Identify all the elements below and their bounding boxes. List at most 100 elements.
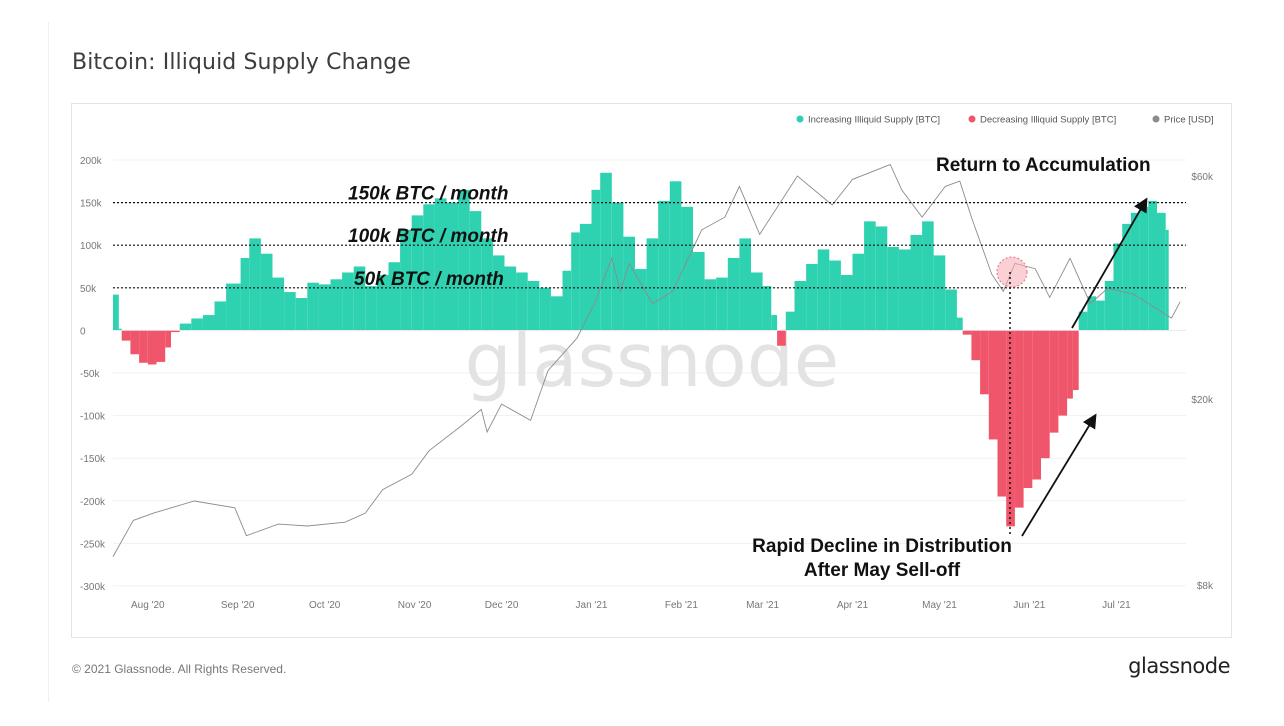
- increasing-bar: [1148, 200, 1157, 331]
- legend-label: Price [USD]: [1164, 115, 1214, 126]
- decreasing-bar: [962, 330, 972, 335]
- increasing-bar: [1165, 229, 1169, 331]
- increasing-bar: [504, 266, 517, 331]
- decreasing-bar: [139, 330, 148, 363]
- legend-label: Decreasing Illiquid Supply [BTC]: [980, 115, 1116, 126]
- increasing-bar: [113, 294, 119, 331]
- increasing-bar: [1096, 300, 1105, 331]
- increasing-bar: [562, 270, 572, 331]
- x-tick-label: Jul '21: [1102, 600, 1131, 611]
- increasing-bar: [191, 318, 203, 331]
- decreasing-bar: [1058, 330, 1068, 416]
- distribution-arrow: [1021, 413, 1097, 537]
- increasing-bar: [669, 181, 682, 331]
- increasing-bar: [342, 272, 354, 331]
- increasing-bar: [458, 189, 470, 331]
- reference-label: 50k BTC / month: [354, 269, 504, 290]
- increasing-bar: [945, 289, 957, 331]
- increasing-bar: [852, 253, 865, 331]
- decreasing-bar: [988, 330, 998, 440]
- y2-tick-label: $8k: [1197, 581, 1214, 592]
- y-tick-label: 50k: [80, 284, 97, 295]
- decreasing-bar: [171, 330, 180, 333]
- reference-label: 100k BTC / month: [348, 226, 508, 247]
- decreasing-bar: [1032, 330, 1041, 480]
- chart-card: glassnode 200k 150k 100k 50k 0 -50k -100k -150k -…: [71, 103, 1232, 638]
- x-tick-label: Aug '20: [131, 600, 165, 611]
- x-tick-label: Oct '20: [309, 600, 341, 611]
- increasing-bar: [704, 279, 717, 331]
- increasing-bar: [272, 277, 285, 331]
- increasing-bar: [492, 255, 505, 331]
- decreasing-bar: [130, 330, 140, 355]
- increasing-bar: [295, 298, 308, 331]
- increasing-bar: [806, 263, 818, 331]
- y-tick-label: -100k: [80, 412, 106, 423]
- increasing-bar: [751, 272, 763, 331]
- increasing-bar: [240, 257, 250, 331]
- increasing-bar: [365, 286, 377, 331]
- decreasing-bar: [156, 330, 166, 362]
- increasing-bar: [739, 238, 751, 331]
- brand-logo[interactable]: glassnode: [1128, 654, 1230, 678]
- page-title: Bitcoin: Illiquid Supply Change: [72, 50, 411, 75]
- increasing-bar: [388, 262, 401, 331]
- copyright-text: © 2021 Glassnode. All Rights Reserved.: [72, 662, 287, 676]
- legend-marker: [1152, 115, 1160, 123]
- y-tick-label: 100k: [80, 241, 103, 252]
- x-tick-label: Mar '21: [746, 600, 779, 611]
- decreasing-bar: [1014, 330, 1024, 508]
- annotation-return-to-accumulation: Return to Accumulation: [936, 155, 1151, 176]
- increasing-bar: [956, 317, 963, 331]
- annotation-after-sell-off: After May Sell-off: [804, 560, 961, 581]
- reference-label: 150k BTC / month: [348, 184, 508, 205]
- increasing-bar: [840, 275, 853, 331]
- increasing-bar: [600, 172, 612, 331]
- x-tick-label: Nov '20: [398, 600, 432, 611]
- y-tick-label: -150k: [80, 454, 106, 465]
- watermark-text: glassnode: [465, 318, 840, 404]
- increasing-bar: [623, 236, 635, 331]
- increasing-bar: [1104, 280, 1114, 331]
- increasing-bar: [864, 221, 876, 331]
- decreasing-bar: [997, 330, 1007, 497]
- legend-marker: [968, 115, 976, 123]
- increasing-bar: [214, 301, 227, 331]
- increasing-bar: [898, 249, 911, 331]
- increasing-bar: [411, 215, 424, 331]
- increasing-bar: [249, 238, 261, 331]
- increasing-bar: [829, 260, 841, 331]
- increasing-bar: [1139, 206, 1149, 331]
- y-tick-label: -300k: [80, 582, 106, 593]
- increasing-bar: [635, 269, 647, 331]
- increasing-bar: [887, 246, 899, 331]
- y-tick-label: 0: [80, 326, 86, 337]
- annotation-rapid-decline: Rapid Decline in Distribution: [752, 536, 1012, 557]
- increasing-bar: [922, 221, 934, 331]
- increasing-bar: [716, 277, 728, 331]
- x-tick-label: Jun '21: [1013, 600, 1045, 611]
- increasing-bar: [771, 315, 778, 331]
- increasing-bar: [1122, 223, 1131, 331]
- y2-tick-label: $60k: [1191, 172, 1214, 183]
- increasing-bar: [307, 282, 319, 331]
- decreasing-bar: [980, 330, 989, 395]
- decreasing-bar: [971, 330, 981, 361]
- increasing-bar: [330, 279, 343, 331]
- x-tick-label: May '21: [922, 600, 957, 611]
- legend-marker: [796, 115, 804, 123]
- left-divider: [48, 22, 49, 702]
- x-tick-label: Sep '20: [221, 600, 255, 611]
- increasing-bar: [527, 280, 540, 331]
- increasing-bar: [446, 202, 459, 331]
- increasing-bar: [516, 272, 528, 331]
- increasing-bar: [591, 189, 601, 331]
- x-tick-label: Feb '21: [665, 600, 698, 611]
- increasing-bar: [353, 266, 366, 331]
- y2-tick-label: $20k: [1191, 395, 1214, 406]
- increasing-bar: [1113, 243, 1123, 331]
- increasing-bar: [693, 252, 705, 331]
- increasing-bar: [376, 275, 389, 331]
- increasing-bar: [910, 234, 923, 331]
- decreasing-bar: [1023, 330, 1033, 489]
